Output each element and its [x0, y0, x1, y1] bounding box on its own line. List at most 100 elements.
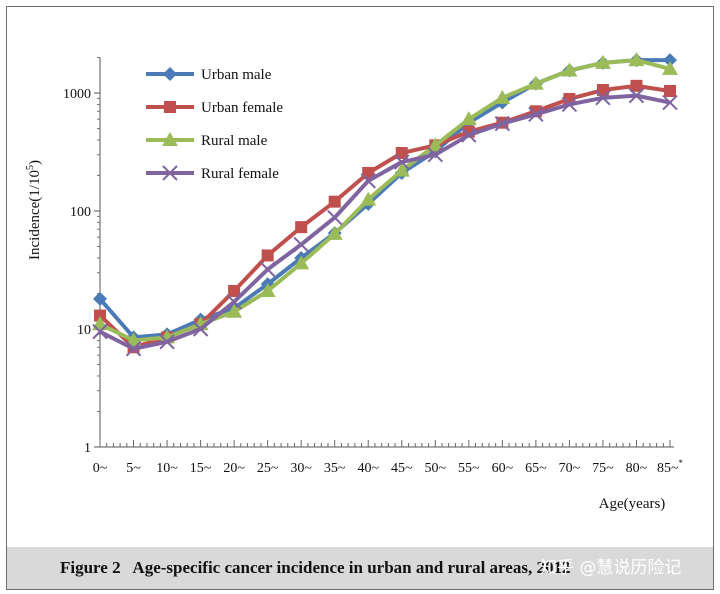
x-tick-label: 10~ — [156, 461, 178, 476]
x-tick-label: 55~ — [458, 461, 480, 476]
y-axis-title-sup: 5 — [25, 165, 36, 170]
data-point-diamond — [663, 53, 677, 68]
x-tick-label: 40~ — [357, 461, 379, 476]
legend-label: Rural female — [201, 166, 279, 182]
figure-caption: Figure 2 Age-specific cancer incidence i… — [60, 558, 570, 578]
data-point-x — [226, 294, 242, 310]
data-point-square — [295, 221, 308, 234]
data-point-x — [461, 127, 477, 143]
data-point-square — [94, 309, 106, 322]
data-point-x — [92, 323, 108, 340]
data-point-triangle — [326, 225, 343, 240]
x-tick-label: 35~ — [324, 461, 346, 476]
x-tick-label: 75~ — [592, 461, 614, 476]
data-point-x — [561, 96, 578, 113]
data-point-square — [664, 84, 676, 97]
data-point-square — [596, 84, 609, 97]
y-tick-label: 1 — [84, 441, 91, 456]
data-point-x — [394, 154, 410, 170]
x-tick-label: 45~ — [391, 461, 413, 476]
data-point-x — [125, 341, 142, 357]
data-point-x — [360, 173, 376, 189]
legend-label: Urban female — [201, 100, 283, 116]
data-point-square — [228, 284, 241, 297]
x-tick-label: 65~ — [525, 461, 547, 476]
data-point-square — [462, 125, 475, 138]
data-point-triangle — [494, 89, 511, 104]
y-axis-title-main: Incidence(1/10 — [27, 170, 43, 260]
chart-legend: Urban male Urban female Rural male Rural fe… — [146, 67, 283, 182]
data-point-triangle — [293, 255, 310, 270]
series-urban-male — [93, 53, 677, 345]
data-point-triangle — [628, 52, 645, 67]
data-point-x — [326, 209, 343, 226]
data-point-x — [162, 165, 178, 181]
data-point-x — [662, 94, 678, 111]
data-point-x — [259, 261, 276, 278]
data-point-square — [164, 101, 176, 113]
x-axis-title: Age(years) — [599, 496, 666, 512]
series-line — [98, 83, 671, 350]
data-point-triangle — [527, 75, 544, 90]
x-tick-label: 30~ — [290, 461, 312, 476]
data-point-triangle — [125, 332, 142, 347]
data-point-square — [362, 166, 375, 179]
series-urban-female — [94, 79, 676, 354]
x-tick-label: 15~ — [190, 461, 212, 476]
data-point-square — [395, 147, 408, 160]
data-point-x — [595, 90, 611, 106]
caption-band — [7, 547, 713, 589]
x-tick-label: 0~ — [93, 461, 108, 476]
y-axis-title-end: ) — [27, 160, 43, 165]
series-line — [99, 93, 671, 351]
data-point-triangle — [226, 303, 243, 318]
series-rural-male — [92, 52, 678, 347]
data-point-triangle — [561, 62, 578, 77]
data-point-x — [494, 115, 511, 132]
data-point-triangle — [162, 132, 178, 146]
data-point-x — [159, 334, 175, 350]
y-axis-title: Incidence(1/105) — [25, 160, 43, 260]
data-point-triangle — [393, 162, 410, 177]
x-tick-label: 60~ — [492, 461, 514, 476]
data-point-triangle — [427, 137, 444, 152]
figure-frame — [6, 6, 714, 590]
data-point-triangle — [460, 111, 477, 126]
data-point-triangle — [662, 60, 678, 75]
x-tick-label: 50~ — [425, 461, 447, 476]
series-rural-female — [92, 87, 678, 357]
y-tick-label: 1000 — [63, 87, 91, 102]
x-tick-label: 85~* — [657, 458, 684, 476]
data-point-x — [628, 87, 645, 104]
watermark: 知乎 @慧说历险记 — [540, 558, 682, 578]
x-tick-label: 70~ — [559, 461, 581, 476]
legend-label: Rural male — [201, 133, 268, 149]
legend-label: Urban male — [201, 67, 272, 83]
y-tick-label: 10 — [77, 323, 91, 338]
x-tick-label: 80~ — [626, 461, 648, 476]
data-point-x — [427, 146, 444, 163]
x-tick-note: * — [679, 458, 684, 468]
data-point-square — [261, 249, 274, 262]
y-tick-label: 100 — [70, 205, 91, 220]
data-point-triangle — [594, 54, 611, 69]
data-point-triangle — [259, 282, 276, 297]
legend-item: Urban male — [146, 67, 272, 83]
data-point-x — [192, 321, 209, 337]
data-point-square — [630, 79, 643, 92]
data-point-square — [328, 195, 341, 208]
x-tick-label: 20~ — [223, 461, 245, 476]
chart-series — [92, 52, 678, 357]
data-point-x — [293, 236, 309, 253]
chart-axes: 1 10 100 1000 0~ 5~ 10~ 15~ 20~ 25~ 30~ 35~ 40~ 45~ 50… — [63, 56, 684, 476]
x-tick-label: 5~ — [126, 461, 141, 476]
x-tick-label: 25~ — [257, 461, 279, 476]
caption-text: Age-specific cancer incidence in urban a… — [132, 558, 571, 577]
data-point-diamond — [163, 67, 177, 81]
data-point-diamond — [93, 291, 107, 306]
caption-label: Figure 2 — [60, 558, 121, 577]
data-point-triangle — [360, 191, 377, 206]
legend-item: Urban female — [146, 100, 283, 116]
data-point-x — [528, 106, 544, 123]
